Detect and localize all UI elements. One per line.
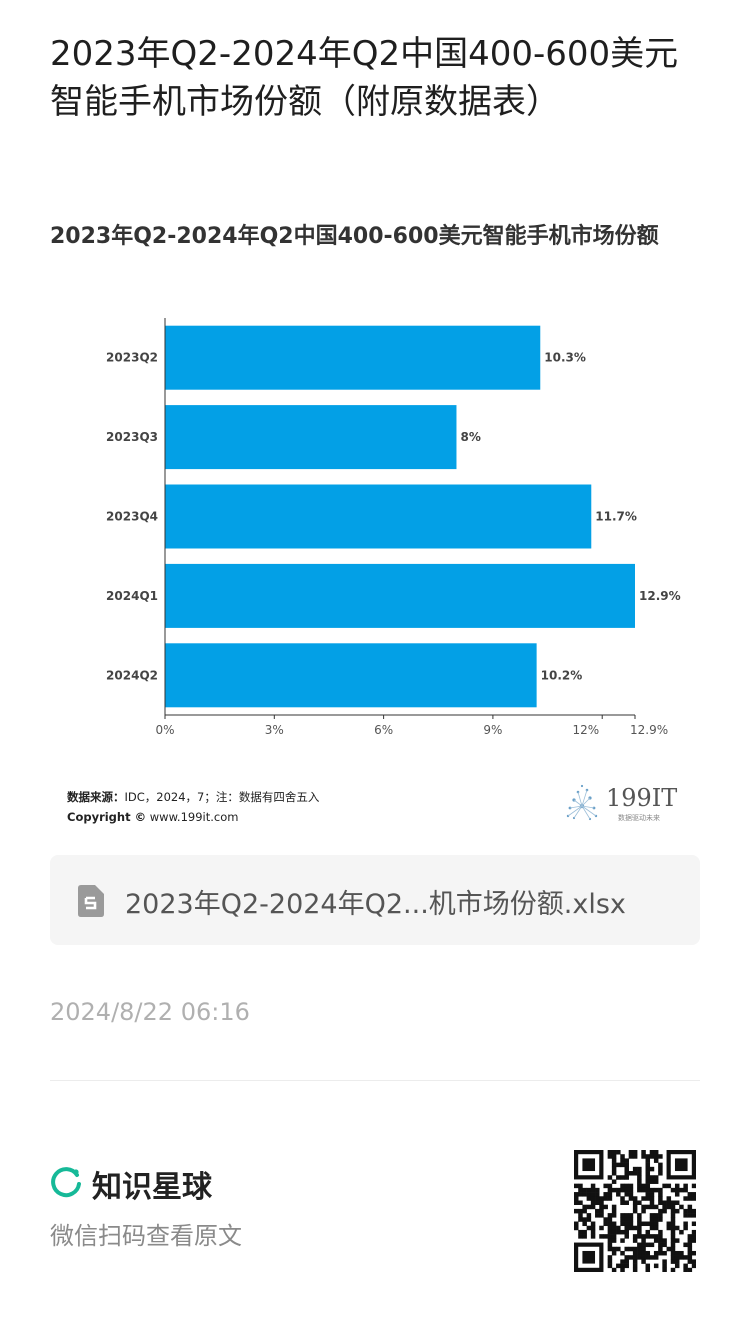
category-label: 2024Q2 (106, 668, 158, 682)
x-tick-label: 12.9% (630, 723, 668, 737)
brand-tagline: 数据驱动未来 (618, 813, 660, 822)
bar (165, 325, 541, 390)
value-label: 10.3% (544, 351, 586, 365)
attachment-file-name[interactable]: 2023年Q2-2024年Q2...机市场份额.xlsx (125, 889, 626, 920)
zsxq-logo-icon (51, 1167, 81, 1198)
scan-hint: 微信扫码查看原文 (50, 1222, 242, 1250)
value-label: 11.7% (595, 510, 637, 524)
category-label: 2023Q2 (106, 351, 158, 365)
value-label: 8% (460, 430, 480, 444)
x-tick-label: 6% (374, 723, 393, 737)
199it-logo: 199IT 数据驱动未来 (566, 784, 677, 822)
x-tick-label: 0% (155, 723, 174, 737)
post-title: 2023年Q2-2024年Q2中国400-600美元智能手机市场份额（附原数据表… (50, 34, 679, 122)
bar (165, 643, 537, 708)
x-tick-label: 9% (483, 723, 502, 737)
value-label: 10.2% (541, 668, 583, 682)
divider (50, 1080, 700, 1081)
post-date: 2024/8/22 06:16 (50, 998, 250, 1026)
copyright-url: www.199it.com (149, 810, 239, 824)
category-label: 2023Q3 (106, 430, 158, 444)
bar-chart: 2023Q2 10.3% 2023Q3 8% 2023Q4 11.7% 2024Q1 12.9… (106, 318, 681, 737)
qr-code[interactable] (574, 1150, 696, 1272)
x-tick-label: 3% (265, 723, 284, 737)
dandelion-icon (566, 784, 598, 821)
source-text: IDC，2024，7；注：数据有四舍五入 (124, 790, 320, 804)
x-tick-label: 12% (573, 723, 600, 737)
category-label: 2024Q1 (106, 589, 158, 603)
chart-source: 数据来源：IDC，2024，7；注：数据有四舍五入 Copyright © ww… (67, 787, 319, 827)
bar (165, 563, 635, 628)
chart-card: 2023年Q2-2024年Q2中国400-600美元智能手机市场份额 2023Q… (50, 190, 710, 840)
zsxq-brand-name: 知识星球 (92, 1170, 212, 1205)
brand-number: 199IT (606, 784, 677, 812)
spreadsheet-file-icon (78, 885, 104, 917)
bar (165, 484, 592, 549)
value-label: 12.9% (639, 589, 681, 603)
source-label: 数据来源： (67, 790, 125, 804)
category-label: 2023Q4 (106, 510, 158, 524)
chart-title: 2023年Q2-2024年Q2中国400-600美元智能手机市场份额 (50, 224, 659, 249)
bar (165, 405, 457, 470)
copyright-label: Copyright © (67, 810, 147, 824)
attachment-card[interactable]: 2023年Q2-2024年Q2...机市场份额.xlsx (50, 855, 700, 945)
